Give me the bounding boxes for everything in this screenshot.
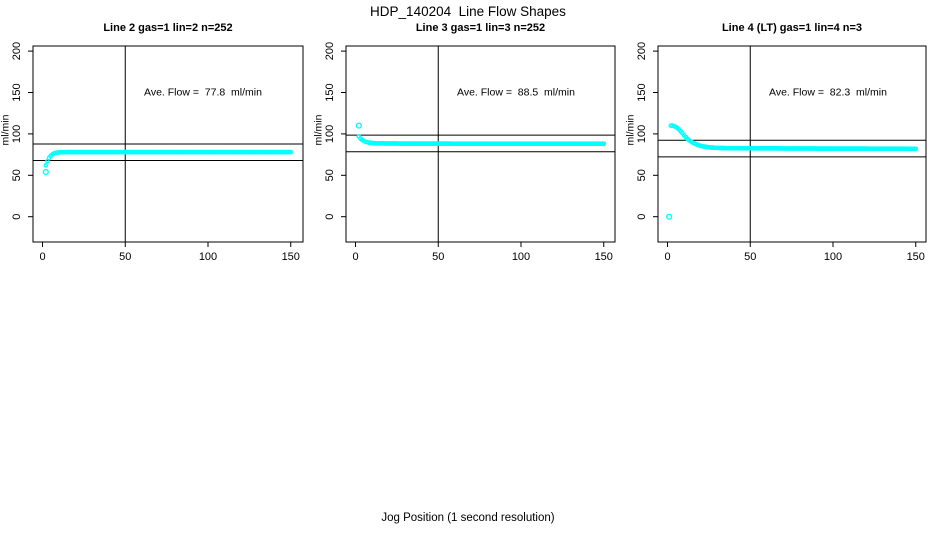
y-tick-label: 0 (11, 214, 23, 220)
ave-flow-annotation: Ave. Flow = 77.8 ml/min (144, 87, 262, 99)
data-point (43, 163, 49, 168)
ave-flow-annotation: Ave. Flow = 88.5 ml/min (457, 87, 575, 99)
x-tick-label: 0 (352, 251, 358, 263)
x-tick-label: 0 (664, 251, 670, 263)
x-tick-label: 150 (907, 251, 925, 263)
data-point (913, 146, 919, 152)
y-tick-label: 150 (636, 83, 648, 101)
flow-curve (668, 123, 919, 152)
y-tick-label: 50 (636, 169, 648, 181)
plot-box (345, 45, 616, 243)
x-tick-label: 150 (595, 251, 613, 263)
y-tick-label: 200 (324, 42, 336, 60)
x-tick-label: 100 (512, 251, 530, 263)
y-tick-label: 150 (11, 83, 23, 101)
x-tick-label: 50 (119, 251, 131, 263)
outlier-point (355, 122, 362, 129)
y-axis-label: ml/min (313, 114, 325, 145)
flow-curve (43, 149, 294, 168)
outlier-point (42, 168, 49, 176)
y-axis-label: ml/min (625, 114, 637, 145)
panel-title: Line 2 gas=1 lin=2 n=252 (103, 22, 232, 34)
y-tick-label: 100 (324, 125, 336, 143)
data-point (288, 149, 294, 155)
ave-flow-annotation: Ave. Flow = 82.3 ml/min (769, 87, 887, 99)
y-tick-label: 0 (636, 214, 648, 220)
y-tick-label: 200 (11, 42, 23, 60)
data-point (601, 141, 607, 147)
page-title: HDP_140204 Line Flow Shapes (370, 4, 566, 19)
x-tick-label: 0 (39, 251, 45, 263)
panel-title: Line 3 gas=1 lin=3 n=252 (416, 22, 545, 34)
panel-title: Line 4 (LT) gas=1 lin=4 n=3 (722, 22, 862, 34)
flow-curve (356, 134, 607, 147)
x-tick-label: 100 (199, 251, 217, 263)
y-tick-label: 100 (636, 125, 648, 143)
x-tick-label: 150 (282, 251, 300, 263)
y-tick-label: 50 (11, 169, 23, 181)
y-tick-label: 50 (324, 169, 336, 181)
x-tick-label: 100 (824, 251, 842, 263)
plot-box (657, 45, 927, 243)
x-axis-label: Jog Position (1 second resolution) (381, 512, 555, 524)
x-tick-label: 50 (432, 251, 444, 263)
panel-1: 0 50 100 150 0 50 100 150 200 ml/min Line 2 gas=1 … (0, 22, 304, 263)
y-tick-label: 100 (11, 125, 23, 143)
y-axis-label: ml/min (0, 114, 12, 145)
y-tick-label: 0 (324, 214, 336, 220)
outlier-point (666, 213, 673, 220)
x-tick-label: 50 (744, 251, 756, 263)
panel-2: 0 50 100 150 0 50 100 150 200 ml/min Line 3 gas=1 … (313, 22, 616, 263)
y-tick-label: 150 (324, 83, 336, 101)
panel-3: 0 50 100 150 0 50 100 150 200 ml/min Line 4 (LT) g… (625, 22, 927, 263)
y-tick-label: 200 (636, 42, 648, 60)
